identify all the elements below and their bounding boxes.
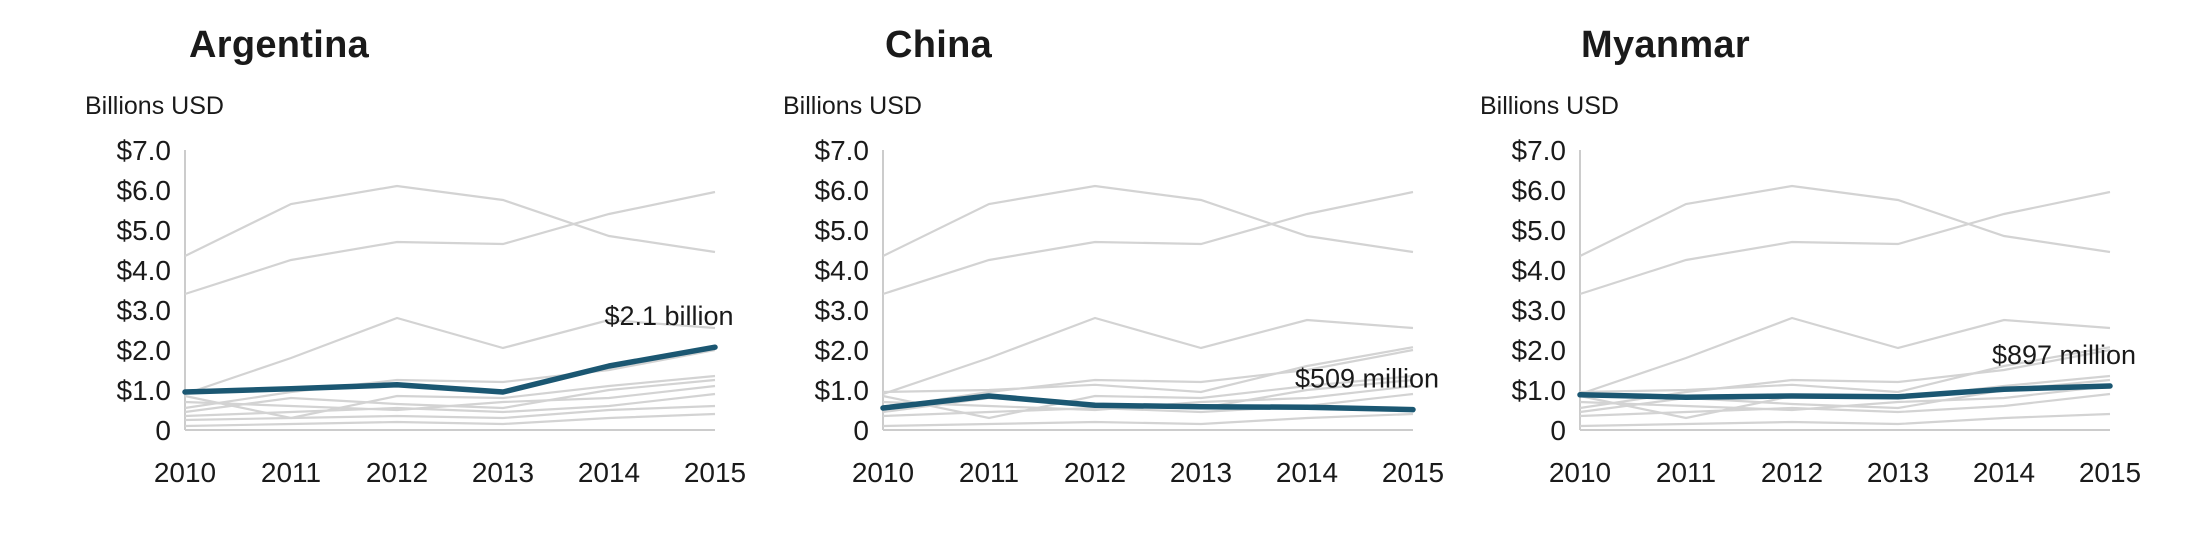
y-tick-label: $7.0	[815, 135, 870, 166]
x-tick-label: 2013	[472, 457, 534, 488]
background-series-line	[184, 190, 716, 296]
highlight-series-line	[1577, 383, 2113, 400]
line-chart-argentina: 0 $1.0 $2.0 $3.0 $4.0 $5.0 $6.0 $7.0 2010 2011 201…	[117, 135, 747, 488]
y-tick-label: $4.0	[1512, 255, 1567, 286]
y-tick-label: $2.0	[117, 335, 172, 366]
x-tick-label: 2011	[1656, 457, 1716, 488]
x-tick-label: 2013	[1170, 457, 1232, 488]
value-annotation: $509 million	[1295, 364, 1439, 394]
line-chart-myanmar: 0 $1.0 $2.0 $3.0 $4.0 $5.0 $6.0 $7.0 2010 2011 201…	[1512, 135, 2142, 488]
background-series-line	[184, 412, 716, 428]
x-tick-label: 2011	[959, 457, 1019, 488]
background-series-line	[882, 348, 1414, 410]
background-series-line	[882, 184, 1414, 257]
y-tick-label: $5.0	[117, 215, 172, 246]
x-tick-label: 2011	[261, 457, 321, 488]
y-tick-label: $3.0	[1512, 295, 1567, 326]
highlight-series-line	[880, 393, 1416, 413]
y-tick-label: $4.0	[117, 255, 172, 286]
value-annotation: $2.1 billion	[604, 301, 733, 331]
background-series-line	[1579, 184, 2111, 257]
y-tick-label: 0	[853, 415, 869, 446]
y-tick-label: $2.0	[1512, 335, 1567, 366]
background-series-line	[882, 346, 1414, 394]
background-series-line	[882, 412, 1414, 428]
background-series-line	[1579, 392, 2111, 418]
x-tick-label: 2015	[1382, 457, 1444, 488]
x-tick-label: 2010	[852, 457, 914, 488]
background-series-line	[1579, 190, 2111, 296]
y-tick-label: $5.0	[1512, 215, 1567, 246]
chart-panel-myanmar: Myanmar Billions USD 0 $1.0 $2.0 $3.0 $4.0 $5…	[1395, 0, 2142, 555]
chart-panel-argentina: Argentina Billions USD 0 $1.0 $2.0 $3.0 $4.0…	[0, 0, 747, 555]
background-series-line	[184, 384, 716, 412]
x-tick-label: 2015	[2079, 457, 2141, 488]
y-tick-label: $6.0	[815, 175, 870, 206]
x-tick-label: 2015	[684, 457, 746, 488]
x-tick-label: 2010	[154, 457, 216, 488]
x-tick-label: 2012	[366, 457, 428, 488]
x-tick-label: 2012	[1064, 457, 1126, 488]
background-series-line	[1579, 346, 2111, 394]
chart-panel-china: China Billions USD 0 $1.0 $2.0 $3.0 $4.0 $5.0…	[698, 0, 1445, 555]
background-series-line	[184, 316, 716, 396]
y-tick-label: $7.0	[117, 135, 172, 166]
background-series-line	[1579, 316, 2111, 396]
background-series-line	[882, 190, 1414, 296]
y-tick-label: $5.0	[815, 215, 870, 246]
y-tick-label: 0	[1550, 415, 1566, 446]
y-tick-label: $3.0	[815, 295, 870, 326]
background-series-line	[882, 392, 1414, 418]
y-axis-unit-label: Billions USD	[85, 92, 224, 120]
y-tick-label: $1.0	[117, 375, 172, 406]
x-tick-label: 2014	[578, 457, 640, 488]
y-tick-label: 0	[155, 415, 171, 446]
chart-title: China	[885, 24, 993, 66]
chart-title: Argentina	[189, 24, 370, 66]
background-series-line	[882, 374, 1414, 420]
y-tick-label: $4.0	[815, 255, 870, 286]
background-series-line	[184, 374, 716, 420]
background-series-line	[184, 348, 716, 410]
highlight-series-line	[182, 344, 718, 395]
y-tick-label: $1.0	[1512, 375, 1567, 406]
y-tick-label: $7.0	[1512, 135, 1567, 166]
y-tick-label: $1.0	[815, 375, 870, 406]
x-tick-label: 2013	[1867, 457, 1929, 488]
chart-title: Myanmar	[1581, 24, 1750, 66]
background-series-line	[882, 316, 1414, 396]
y-tick-label: $6.0	[117, 175, 172, 206]
background-series-line	[184, 404, 716, 422]
y-axis-unit-label: Billions USD	[1480, 92, 1619, 120]
background-series-line	[184, 392, 716, 418]
x-tick-label: 2014	[1276, 457, 1338, 488]
background-series-line	[1579, 384, 2111, 412]
y-tick-label: $6.0	[1512, 175, 1567, 206]
x-tick-label: 2010	[1549, 457, 1611, 488]
y-axis-unit-label: Billions USD	[783, 92, 922, 120]
x-tick-label: 2012	[1761, 457, 1823, 488]
y-tick-label: $3.0	[117, 295, 172, 326]
background-series-line	[1579, 412, 2111, 428]
line-chart-china: 0 $1.0 $2.0 $3.0 $4.0 $5.0 $6.0 $7.0 2010 2011 201…	[815, 135, 1445, 488]
y-tick-label: $2.0	[815, 335, 870, 366]
background-series-line	[184, 184, 716, 257]
x-tick-label: 2014	[1973, 457, 2035, 488]
value-annotation: $897 million	[1992, 340, 2136, 370]
